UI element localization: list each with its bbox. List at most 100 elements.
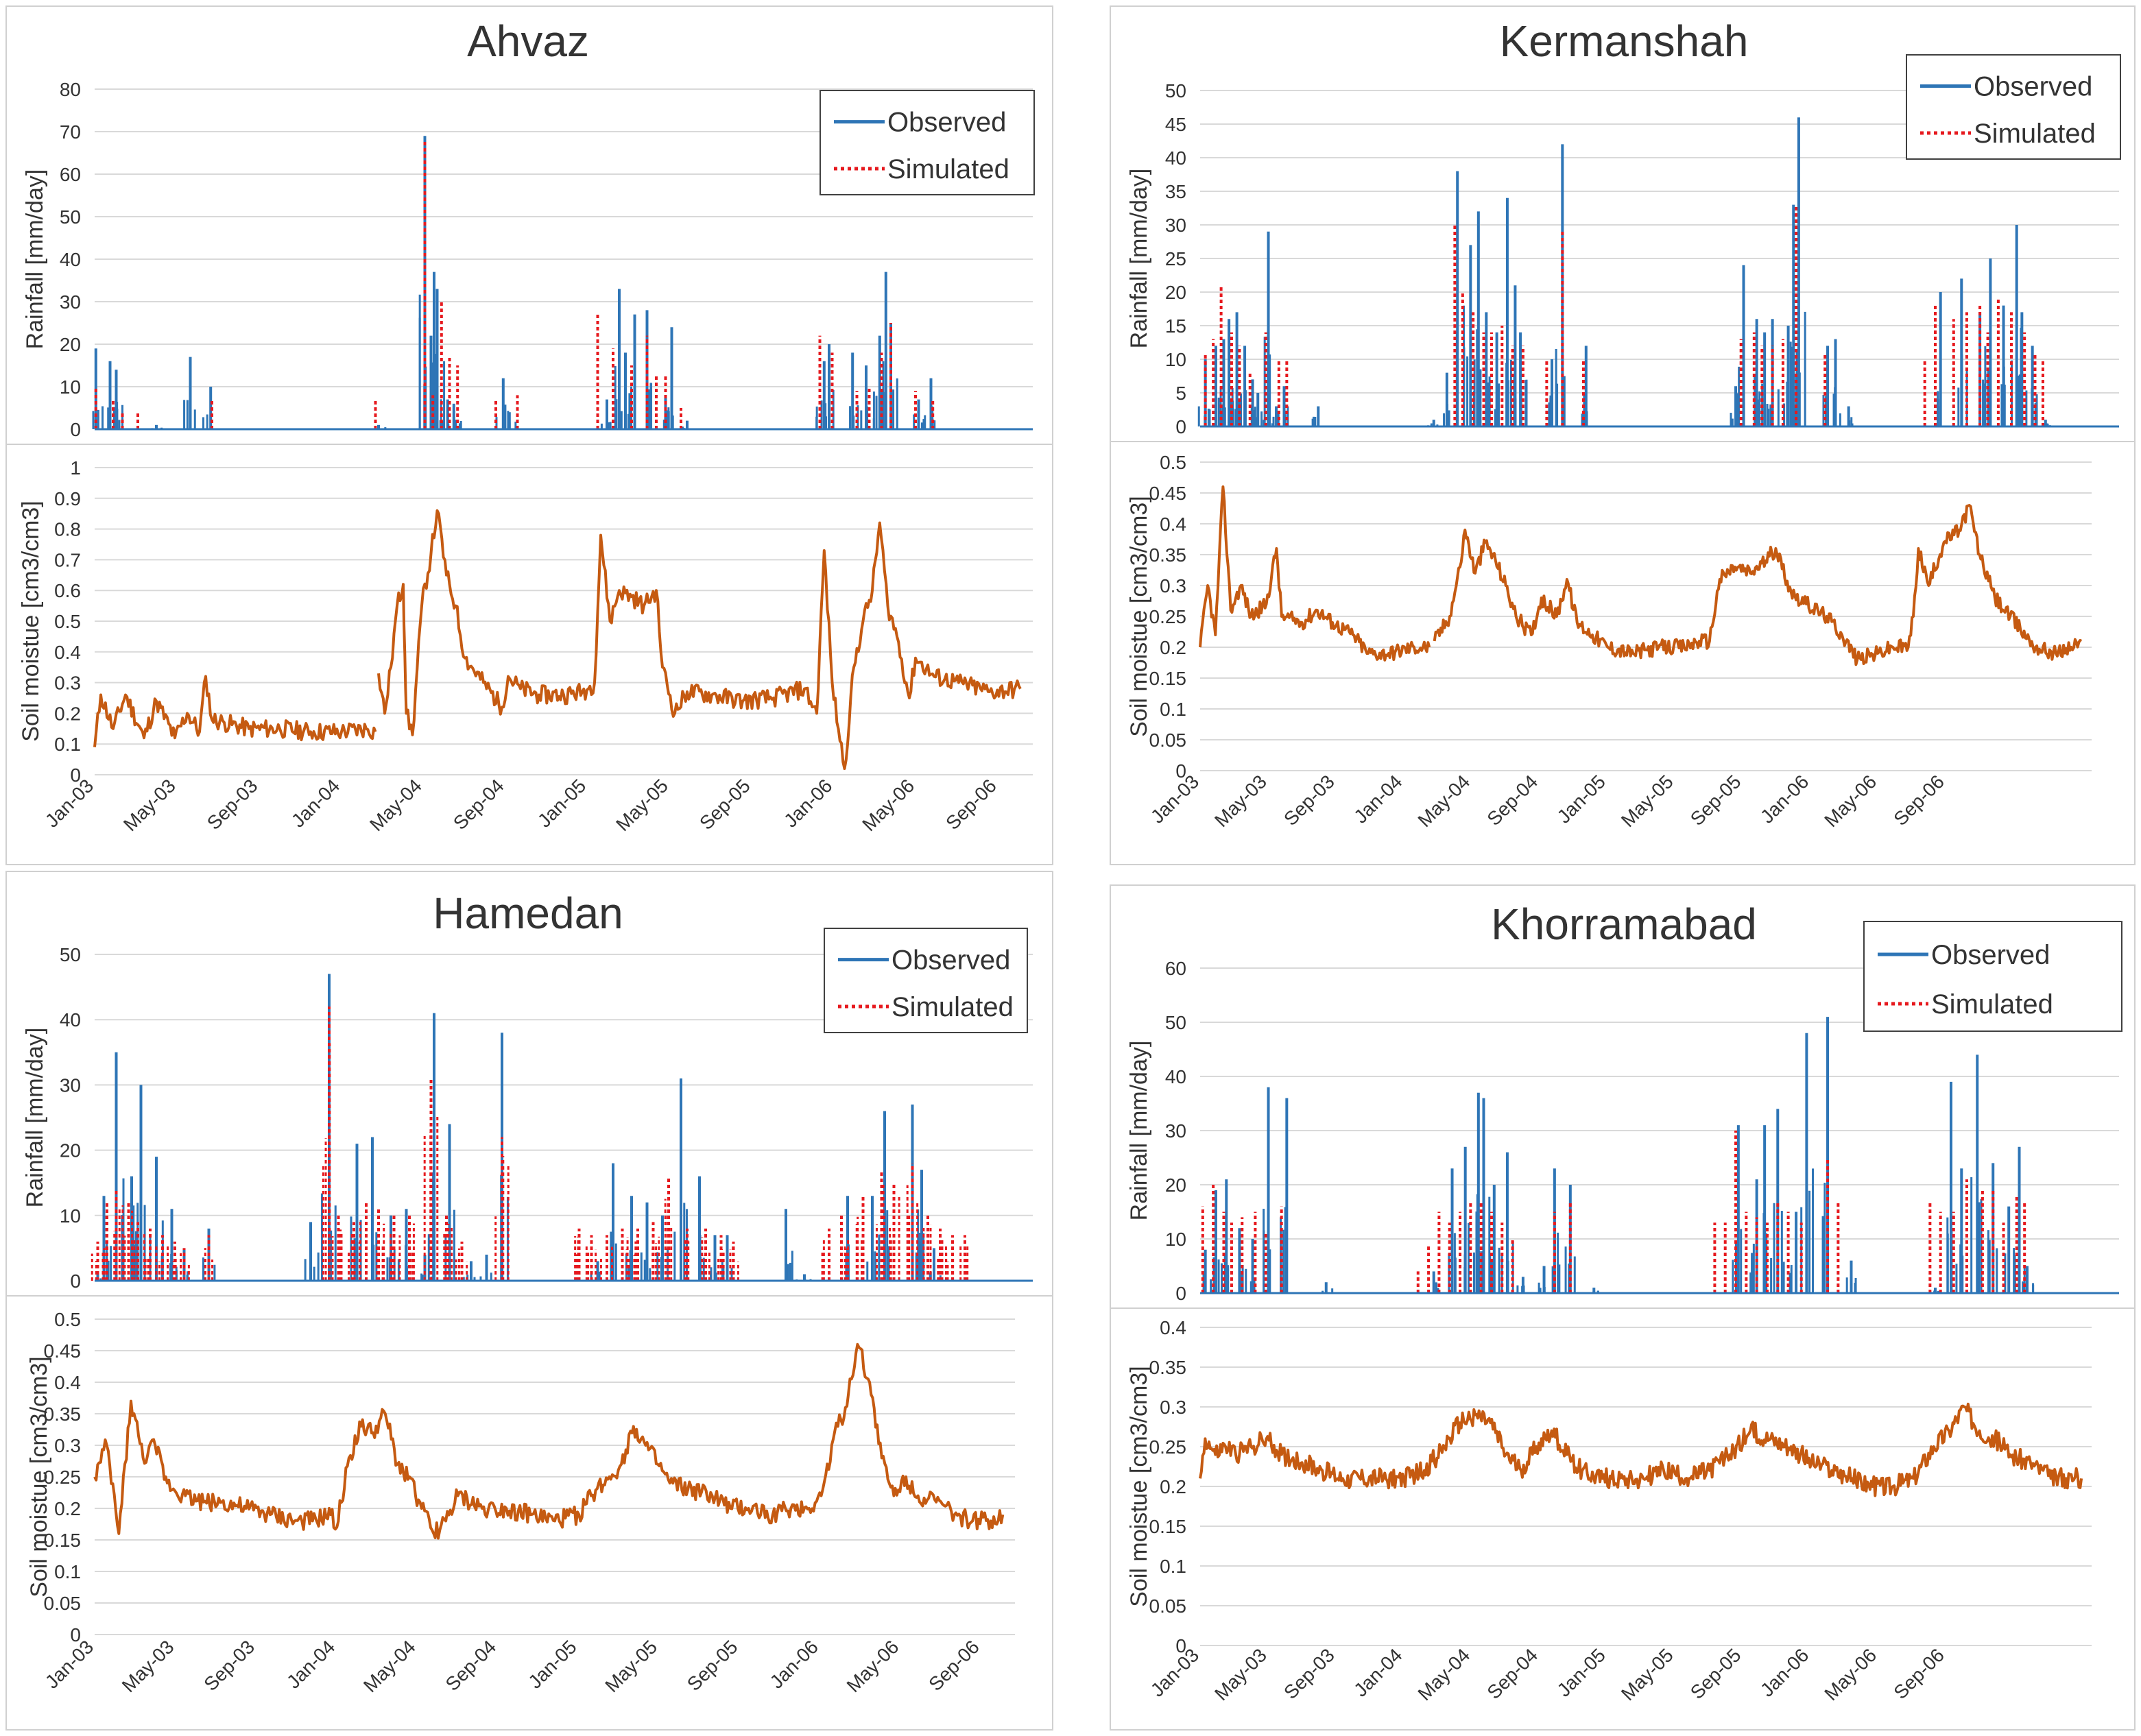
soil-y-tick-label: 0.45 bbox=[44, 1340, 82, 1362]
x-tick-label: May-03 bbox=[118, 1636, 178, 1696]
x-tick-label: Jan-04 bbox=[1350, 1644, 1406, 1700]
x-tick-label: May-03 bbox=[1210, 771, 1271, 831]
legend-simulated-label: Simulated bbox=[1974, 119, 2096, 149]
soil-y-tick-label: 0.35 bbox=[1149, 1357, 1187, 1378]
soil-y-tick-label: 0 bbox=[70, 764, 81, 786]
legend: Observed Simulated bbox=[1863, 921, 2122, 1032]
rain-y-tick-label: 10 bbox=[60, 1205, 81, 1227]
soil-y-axis-label: Soil moistue [cm3/cm3] bbox=[18, 501, 44, 741]
x-tick-label: Jan-04 bbox=[283, 1636, 339, 1692]
chart-hamedan: Hamedan 0 10 20 30 40 50 Rainfall [mm/day] Obser… bbox=[7, 889, 1052, 1696]
panel-khorramabad: Khorramabad 0 10 20 30 40 50 60 Rainfall [mm/day… bbox=[1110, 884, 2136, 1731]
x-tick-label: Sep-05 bbox=[683, 1636, 742, 1695]
rain-y-tick-label: 50 bbox=[1165, 80, 1186, 101]
soil-y-tick-label: 0.5 bbox=[54, 611, 81, 632]
soil-y-tick-label: 0.25 bbox=[1149, 606, 1187, 627]
soil-y-tick-label: 0.2 bbox=[1160, 1476, 1186, 1497]
x-tick-label: Sep-04 bbox=[1483, 1644, 1542, 1703]
rain-y-tick-label: 0 bbox=[1175, 416, 1186, 437]
rain-y-tick-label: 20 bbox=[1165, 1174, 1186, 1196]
soil-y-tick-label: 1 bbox=[70, 457, 81, 479]
soil-moisture-line bbox=[93, 509, 1022, 770]
soil-moisture-line bbox=[93, 1342, 1005, 1540]
x-tick-label: Jan-06 bbox=[766, 1636, 822, 1692]
rain-y-tick-label: 40 bbox=[60, 249, 81, 270]
rain-y-tick-label: 30 bbox=[60, 1074, 81, 1096]
rain-y-tick-label: 15 bbox=[1165, 315, 1186, 337]
legend-observed-label: Observed bbox=[1974, 72, 2092, 102]
soil-y-tick-label: 0.3 bbox=[54, 1435, 81, 1456]
x-tick-label: May-05 bbox=[601, 1636, 661, 1696]
x-tick-label: Sep-04 bbox=[449, 775, 508, 834]
x-tick-label: May-03 bbox=[1210, 1644, 1271, 1704]
x-tick-label: Sep-03 bbox=[200, 1636, 259, 1695]
x-tick-label: May-06 bbox=[1820, 1644, 1880, 1704]
rain-y-axis-label: Rainfall [mm/day] bbox=[22, 1028, 48, 1208]
soil-y-tick-label: 0.1 bbox=[1160, 1556, 1186, 1577]
x-tick-label: Sep-03 bbox=[1280, 771, 1339, 830]
chart-title: Hamedan bbox=[433, 889, 623, 938]
x-tick-label: May-04 bbox=[1413, 1644, 1474, 1704]
soil-y-tick-label: 0.25 bbox=[1149, 1436, 1187, 1458]
x-tick-label: Sep-04 bbox=[1483, 771, 1542, 830]
soil-y-tick-label: 0.3 bbox=[1160, 575, 1186, 596]
x-tick-label: Jan-06 bbox=[780, 775, 836, 831]
x-tick-label: May-03 bbox=[119, 775, 180, 835]
soil-y-tick-label: 0.05 bbox=[1149, 1595, 1187, 1617]
rain-y-tick-label: 30 bbox=[60, 291, 81, 313]
x-tick-label: Jan-05 bbox=[1553, 771, 1610, 827]
rain-y-tick-label: 5 bbox=[1175, 383, 1186, 404]
soil-y-tick-label: 0 bbox=[1175, 760, 1186, 782]
soil-moisture-line bbox=[1199, 1402, 2083, 1497]
soil-y-axis-label: Soil moistue [cm3/cm3] bbox=[1126, 1366, 1152, 1606]
rain-y-tick-label: 60 bbox=[60, 164, 81, 185]
x-tick-label: Jan-04 bbox=[1350, 771, 1406, 827]
legend-box bbox=[1906, 54, 2121, 160]
x-tick-label: May-04 bbox=[1413, 771, 1474, 831]
legend: Observed Simulated bbox=[824, 928, 1028, 1033]
x-tick-label: Sep-03 bbox=[203, 775, 262, 834]
soil-y-tick-label: 0.4 bbox=[54, 642, 81, 663]
rain-y-tick-label: 30 bbox=[1165, 1120, 1186, 1142]
rain-y-axis-label: Rainfall [mm/day] bbox=[1126, 1041, 1152, 1221]
rain-y-tick-label: 10 bbox=[1165, 1229, 1186, 1250]
rain-y-tick-label: 25 bbox=[1165, 248, 1186, 269]
legend-box bbox=[820, 90, 1035, 195]
simulated-series bbox=[94, 140, 935, 429]
x-tick-label: Sep-06 bbox=[924, 1636, 983, 1695]
x-tick-label: Jan-05 bbox=[534, 775, 590, 831]
x-tick-label: Jan-04 bbox=[287, 775, 344, 831]
x-tick-label: Sep-06 bbox=[942, 775, 1001, 834]
panel-kermanshah: Kermanshah 0 5 10 15 20 25 30 35 40 45 50 Rainfall [… bbox=[1110, 5, 2136, 865]
rain-y-axis-label: Rainfall [mm/day] bbox=[1126, 169, 1152, 349]
x-tick-label: Jan-03 bbox=[41, 775, 97, 831]
legend-box bbox=[824, 928, 1028, 1033]
x-tick-label: Sep-05 bbox=[1686, 1644, 1745, 1703]
chart-title: Khorramabad bbox=[1491, 900, 1757, 949]
rain-y-tick-label: 70 bbox=[60, 121, 81, 143]
soil-y-tick-label: 0.4 bbox=[54, 1372, 81, 1393]
soil-y-tick-label: 0.25 bbox=[44, 1467, 82, 1488]
rain-y-tick-label: 0 bbox=[1175, 1283, 1186, 1304]
chart-kermanshah: Kermanshah 0 5 10 15 20 25 30 35 40 45 50 Rainfall [… bbox=[1111, 16, 2134, 831]
soil-y-tick-label: 0.5 bbox=[54, 1309, 81, 1330]
soil-y-tick-label: 0.15 bbox=[1149, 668, 1187, 689]
x-tick-label: May-06 bbox=[858, 775, 918, 835]
observed-series bbox=[1197, 117, 2051, 426]
simulated-series bbox=[1201, 1131, 2026, 1293]
x-tick-label: Sep-03 bbox=[1280, 1644, 1339, 1703]
x-tick-label: Jan-03 bbox=[1147, 1644, 1203, 1700]
x-tick-label: May-04 bbox=[359, 1636, 420, 1696]
soil-y-tick-label: 0.05 bbox=[1149, 730, 1187, 751]
soil-y-tick-label: 0.45 bbox=[1149, 483, 1187, 504]
x-tick-label: May-04 bbox=[366, 775, 426, 835]
chart-title: Ahvaz bbox=[467, 16, 589, 66]
x-tick-label: May-06 bbox=[843, 1636, 903, 1696]
simulated-series bbox=[1204, 204, 2044, 426]
x-tick-label: Jan-05 bbox=[1553, 1644, 1610, 1700]
legend-box bbox=[1863, 921, 2122, 1032]
x-tick-label: Jan-03 bbox=[1147, 771, 1203, 827]
soil-y-axis-label: Soil moistue [cm3/cm3] bbox=[26, 1356, 52, 1597]
soil-y-tick-label: 0 bbox=[1175, 1635, 1186, 1656]
